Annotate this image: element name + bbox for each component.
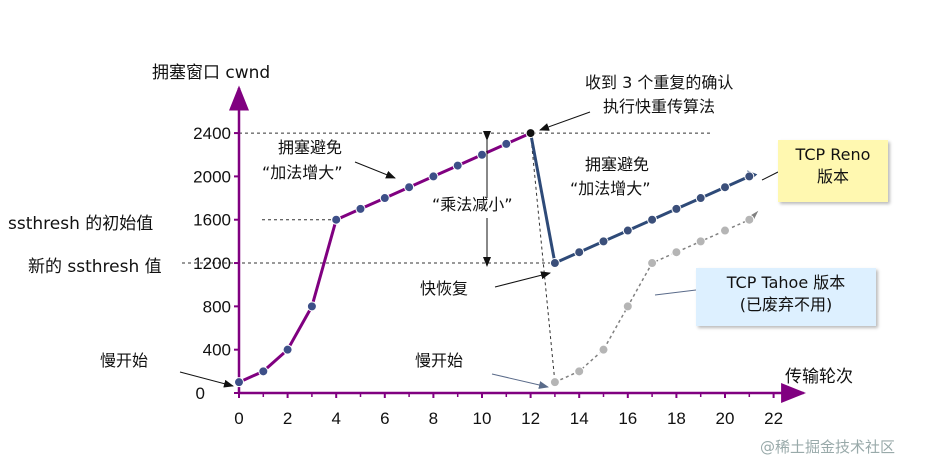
y-tick-label: 1200 xyxy=(193,254,231,273)
reno-point xyxy=(258,366,269,377)
y-tick-label: 2000 xyxy=(193,167,231,186)
reno-point xyxy=(428,171,439,182)
tahoe-legend-box: TCP Tahoe 版本 (已废弃不用) xyxy=(696,268,876,326)
annotation-ca1-title: 拥塞避免 xyxy=(278,138,342,157)
reno-label-line1: TCP Reno xyxy=(795,145,871,164)
reno-point xyxy=(355,203,366,214)
y-tick-label: 1600 xyxy=(193,211,231,230)
x-axis-title: 传输轮次 xyxy=(785,367,853,387)
tahoe-label-line1: TCP Tahoe 版本 xyxy=(726,273,846,292)
x-tick-label: 2 xyxy=(283,409,292,428)
tahoe-point xyxy=(744,214,755,225)
reno-point xyxy=(720,182,730,193)
tahoe-pointer xyxy=(654,289,697,296)
reno-point xyxy=(234,377,244,388)
guide-drop xyxy=(530,133,556,383)
tahoe-point xyxy=(671,247,682,258)
reno-point xyxy=(574,247,585,258)
tahoe-point xyxy=(720,225,730,236)
tahoe-point xyxy=(647,258,658,269)
reno-point xyxy=(671,203,682,214)
watermark: @稀土掘金技术社区 xyxy=(760,438,896,456)
annotation-ca1-sub: “加法增大” xyxy=(262,163,343,182)
reno-point xyxy=(744,171,755,182)
reno-point xyxy=(598,236,609,247)
y-tick-label: 0 xyxy=(196,384,205,403)
annotation-slow-start-1: 慢开始 xyxy=(100,351,148,370)
x-tick-label: 16 xyxy=(618,409,637,428)
annotation-slow-start-2: 慢开始 xyxy=(415,351,463,370)
x-tick-label: 4 xyxy=(331,409,340,428)
reno-legend-box: TCP Reno 版本 xyxy=(778,140,888,202)
axes: 0 2 4 6 8 10 12 14 16 18 20 22 0 400 800 1200 1600 2000 24… xyxy=(193,85,807,428)
arrow-slow-start-2 xyxy=(491,373,549,389)
reno-point xyxy=(695,193,706,204)
x-tick-label: 14 xyxy=(570,409,589,428)
x-tick-label: 18 xyxy=(667,409,686,428)
tahoe-point xyxy=(695,236,706,247)
x-tick-label: 12 xyxy=(521,409,540,428)
annotation-dup-ack: 收到 3 个重复的确认 xyxy=(585,73,733,92)
reno-label-line2: 版本 xyxy=(816,167,849,186)
arrow-ca1 xyxy=(354,161,396,179)
annotation-ca2-sub: “加法增大” xyxy=(570,179,651,198)
x-tick-label: 10 xyxy=(473,409,492,428)
ssthresh-new-label: 新的 ssthresh 值 xyxy=(28,257,162,277)
annotation-md: “乘法减小” xyxy=(432,195,513,214)
reno-drop-line xyxy=(529,132,557,264)
reno-point xyxy=(379,193,390,204)
x-tick-label: 8 xyxy=(429,409,438,428)
x-tick-label: 0 xyxy=(234,409,243,428)
reno-point xyxy=(452,160,463,171)
ssthresh-initial-label: ssthresh 的初始值 xyxy=(8,214,153,234)
arrow-slow-start-1 xyxy=(179,371,234,388)
series xyxy=(234,128,759,388)
y-tick-label: 2400 xyxy=(193,124,231,143)
x-tick-label: 6 xyxy=(380,409,389,428)
arrow-fast-recovery xyxy=(494,271,551,288)
y-axis-title: 拥塞窗口 cwnd xyxy=(152,63,270,83)
annotation-fast-retransmit: 执行快重传算法 xyxy=(603,97,715,116)
y-tick-label: 800 xyxy=(203,297,231,316)
x-tick-label: 20 xyxy=(716,409,735,428)
arrow-dup-ack xyxy=(539,111,591,131)
reno-point xyxy=(331,214,342,225)
reno-point xyxy=(282,344,293,355)
tahoe-point xyxy=(598,344,609,355)
tahoe-point xyxy=(574,366,585,377)
reno-point xyxy=(622,225,633,236)
reno-point xyxy=(477,149,487,160)
tahoe-label-line2: (已废弃不用) xyxy=(739,295,833,314)
annotation-fast-recovery: 快恢复 xyxy=(420,279,468,298)
tahoe-point xyxy=(549,377,560,388)
tahoe-point xyxy=(622,301,633,312)
annotation-ca2-title: 拥塞避免 xyxy=(585,155,649,174)
reno-point xyxy=(549,258,560,269)
reno-point xyxy=(647,214,658,225)
reno-slow-start-line xyxy=(238,219,338,384)
reno-point xyxy=(501,138,512,149)
guide-lines xyxy=(182,132,713,383)
reno-point xyxy=(525,128,536,139)
reno-point xyxy=(404,182,415,193)
reno-point xyxy=(306,301,317,312)
x-tick-label: 22 xyxy=(764,409,783,428)
reno-pointer xyxy=(761,171,779,181)
y-tick-label: 400 xyxy=(203,341,231,360)
